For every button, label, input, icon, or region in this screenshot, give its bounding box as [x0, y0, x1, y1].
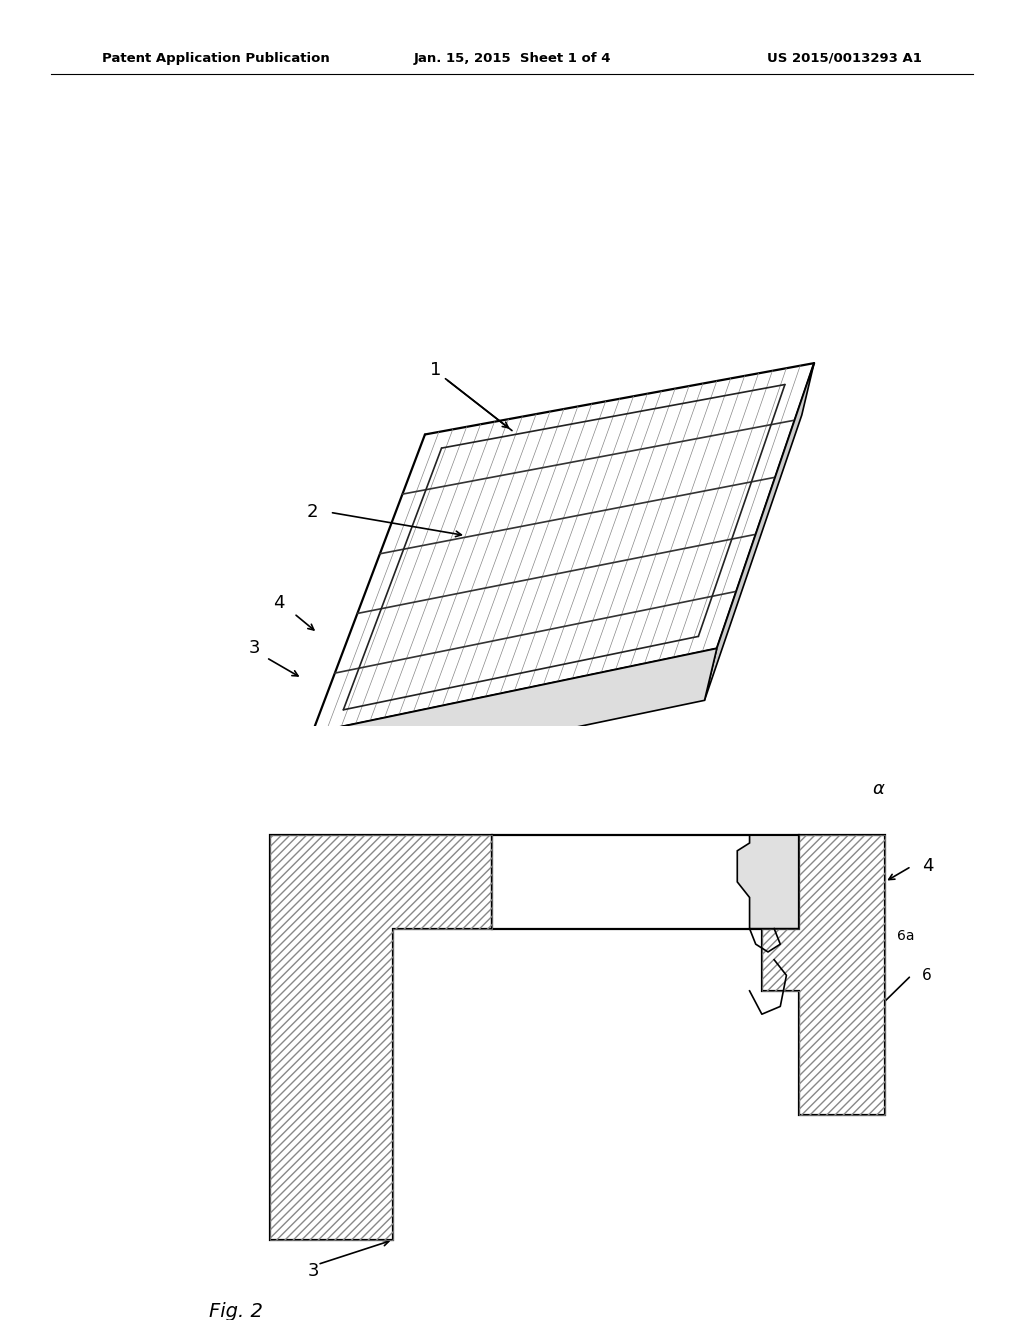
Text: 5: 5	[713, 1107, 722, 1123]
Text: 6b: 6b	[762, 1155, 779, 1170]
Text: 2: 2	[169, 920, 180, 937]
Text: Fig. 1: Fig. 1	[225, 768, 280, 787]
Text: Jan. 15, 2015  Sheet 1 of 4: Jan. 15, 2015 Sheet 1 of 4	[414, 51, 610, 65]
Polygon shape	[154, 726, 870, 1220]
Polygon shape	[312, 363, 814, 733]
Text: Patent Application Publication: Patent Application Publication	[102, 51, 330, 65]
Text: 6a: 6a	[897, 929, 914, 944]
Polygon shape	[270, 836, 492, 1239]
Text: 4: 4	[272, 594, 285, 612]
Text: Fig. 2: Fig. 2	[209, 1302, 263, 1320]
Polygon shape	[563, 830, 737, 908]
Polygon shape	[705, 363, 814, 701]
Polygon shape	[650, 784, 679, 817]
Polygon shape	[497, 784, 525, 817]
Text: 7: 7	[700, 867, 710, 882]
Text: 6: 6	[922, 968, 932, 983]
Polygon shape	[635, 830, 768, 1115]
Polygon shape	[773, 784, 802, 817]
Text: 8: 8	[725, 774, 734, 788]
Polygon shape	[343, 784, 372, 817]
Bar	[389, 830, 737, 908]
Polygon shape	[300, 648, 717, 784]
Text: 3: 3	[248, 639, 260, 657]
Polygon shape	[287, 830, 563, 1167]
Text: US 2015/0013293 A1: US 2015/0013293 A1	[767, 51, 922, 65]
Polygon shape	[492, 836, 799, 928]
Text: 4: 4	[922, 858, 933, 875]
Text: 3: 3	[307, 1262, 318, 1280]
Polygon shape	[737, 836, 799, 928]
Text: 1: 1	[211, 748, 222, 767]
Polygon shape	[762, 836, 885, 1115]
Text: 2: 2	[306, 503, 318, 521]
Text: α: α	[872, 780, 885, 797]
Text: 1: 1	[429, 360, 441, 379]
